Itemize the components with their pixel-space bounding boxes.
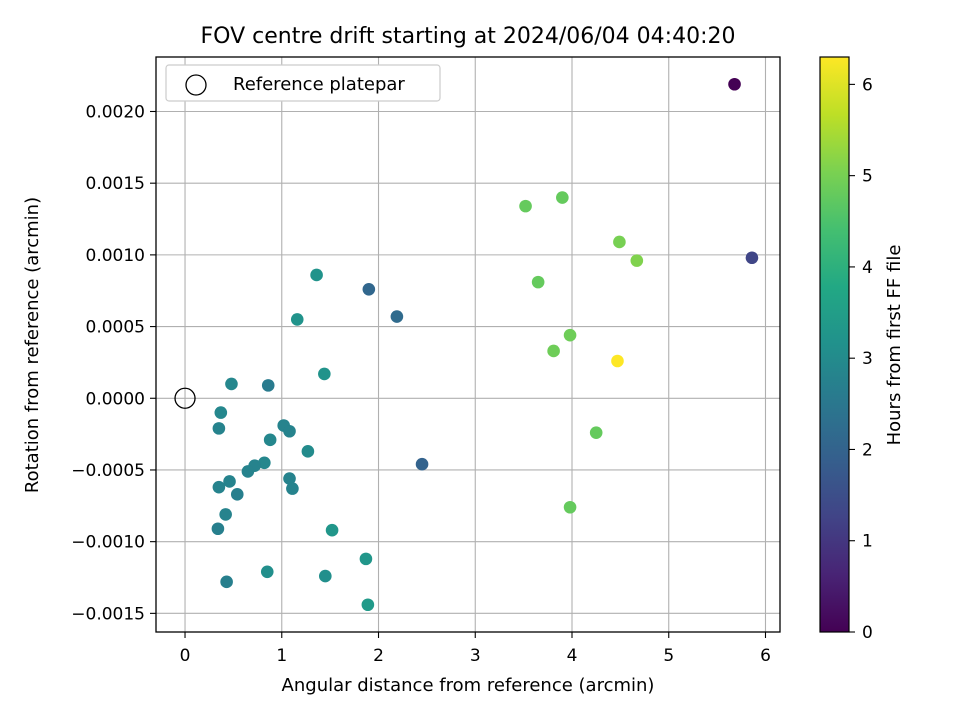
y-axis-label: Rotation from reference (arcmin) — [22, 197, 43, 493]
colorbar-ticks: 0 1 2 3 4 5 6 — [849, 75, 873, 643]
y-tick-label: 0.0015 — [86, 174, 145, 194]
data-point — [301, 445, 315, 458]
y-tick-label: 0.0005 — [86, 318, 145, 338]
data-point — [531, 275, 545, 289]
legend: Reference platepar — [165, 64, 441, 102]
data-point — [630, 254, 644, 267]
data-point — [260, 565, 274, 579]
reference-marker — [174, 387, 196, 409]
colorbar-gradient — [819, 56, 850, 633]
data-point — [283, 472, 296, 485]
data-point — [214, 406, 228, 419]
data-point — [318, 367, 331, 381]
data-point — [310, 268, 323, 282]
data-point — [261, 379, 275, 392]
y-tick-label: 0.0020 — [86, 102, 145, 122]
colorbar-tick-label: 3 — [862, 349, 873, 369]
data-point — [230, 488, 244, 501]
colorbar-tick-label: 4 — [862, 258, 873, 278]
y-axis-ticks: −0.0015 −0.0010 −0.0005 0.0000 0.0005 0.0010 0… — [71, 102, 156, 624]
data-point — [283, 424, 296, 438]
x-tick-label: 3 — [470, 646, 481, 666]
x-tick-label: 5 — [663, 646, 674, 666]
data-point — [241, 465, 255, 478]
data-point — [263, 433, 277, 447]
data-point — [361, 598, 375, 612]
data-point — [219, 508, 232, 521]
colorbar-tick-label: 2 — [862, 440, 873, 460]
data-point — [563, 500, 577, 514]
y-tick-label: −0.0010 — [71, 533, 145, 553]
plot-frame — [155, 56, 781, 633]
data-point — [212, 480, 226, 494]
data-point — [220, 575, 233, 589]
data-point — [258, 456, 271, 470]
data-point — [319, 569, 332, 583]
data-point — [362, 282, 376, 296]
data-point — [390, 310, 404, 323]
legend-open-circle-marker — [185, 74, 207, 96]
data-point — [613, 235, 626, 249]
data-point — [728, 77, 741, 91]
data-point — [415, 457, 429, 471]
reference-platepar-point — [174, 387, 196, 409]
x-tick-label: 2 — [373, 646, 384, 666]
chart-title: FOV centre drift starting at 2024/06/04 … — [201, 24, 736, 49]
colorbar-tick-label: 6 — [862, 75, 873, 95]
x-axis-ticks: 0 1 2 3 4 5 6 — [180, 632, 771, 666]
data-point — [563, 328, 577, 342]
x-tick-label: 0 — [180, 646, 191, 666]
x-axis-label: Angular distance from reference (arcmin) — [282, 675, 655, 696]
legend-box — [165, 64, 441, 102]
data-point — [325, 523, 339, 537]
data-point — [519, 199, 532, 213]
x-tick-label: 6 — [760, 646, 771, 666]
colorbar-tick-label: 5 — [862, 167, 873, 187]
data-point — [212, 422, 226, 435]
data-point — [359, 552, 373, 566]
data-point — [589, 426, 603, 439]
legend-label: Reference platepar — [233, 74, 405, 95]
y-tick-label: 0.0000 — [86, 389, 145, 409]
data-point — [556, 191, 569, 204]
grid-lines — [156, 57, 780, 632]
data-point — [286, 482, 299, 495]
data-point — [547, 344, 560, 358]
y-tick-label: 0.0010 — [86, 246, 145, 266]
data-point — [611, 354, 624, 368]
colorbar-label: Hours from first FF file — [884, 245, 905, 446]
colorbar: 0 1 2 3 4 5 6 Hours from first FF file — [819, 56, 905, 643]
colorbar-tick-label: 1 — [862, 532, 873, 552]
data-point — [290, 313, 304, 326]
y-tick-label: −0.0015 — [71, 604, 145, 624]
data-point — [225, 377, 238, 391]
colorbar-tick-label: 0 — [862, 623, 873, 643]
y-tick-label: −0.0005 — [71, 461, 145, 481]
x-tick-label: 4 — [567, 646, 578, 666]
data-points — [211, 77, 759, 612]
data-point — [223, 475, 236, 488]
data-point — [211, 522, 225, 536]
data-point — [745, 251, 759, 265]
x-tick-label: 1 — [276, 646, 287, 666]
